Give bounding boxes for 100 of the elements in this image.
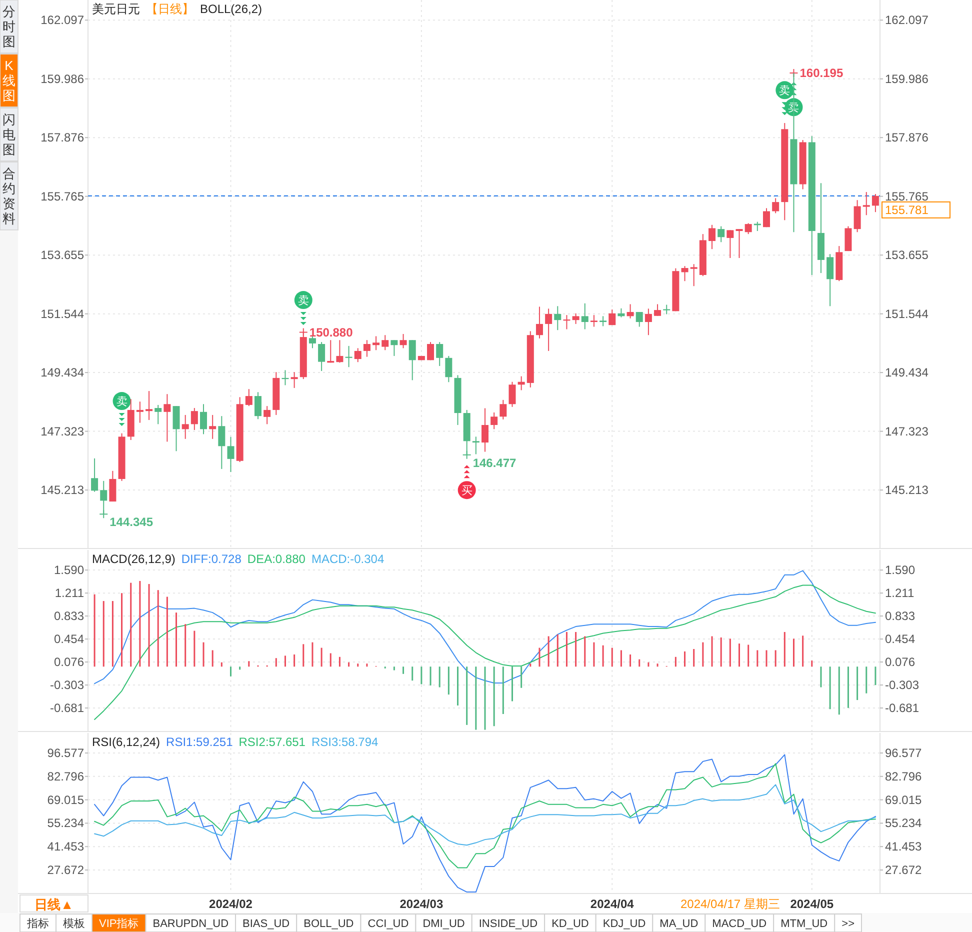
chart-subtitle: 【日线】 [146,2,194,16]
x-tick-label: 2024/05 [790,897,834,911]
candlestick [482,408,488,452]
y-tick-label: 82.796 [47,769,84,784]
x-tick-label: 2024/04 [590,897,634,911]
y2-tick-label: 149.434 [885,366,929,380]
candlestick [245,388,252,407]
y2-tick-label: 41.453 [885,840,922,854]
y-tick-label: -0.681 [50,700,84,715]
candlestick [663,304,670,315]
y-tick-label: 155.765 [40,189,84,204]
y-tick-label: 1.590 [54,563,84,578]
candlestick [282,370,289,386]
candlestick [500,399,507,420]
candlestick [408,340,416,381]
line-series [94,763,876,868]
candlestick [308,336,316,349]
candlestick [164,394,171,442]
line-series [94,784,876,846]
chart-title: 美元日元 [92,2,140,16]
candlestick [762,208,770,228]
text: RSI3:58.794 [311,735,379,749]
candlestick [636,311,643,328]
text: DEA:0.880 [247,552,306,566]
y-tick-label: 149.434 [40,366,84,380]
candlestick [318,342,326,372]
y-tick-label: 27.672 [47,863,84,878]
y2-tick-label: 69.015 [885,792,922,807]
y2-tick-label: 147.323 [885,424,929,438]
data-label: 卖 [298,294,309,308]
y2-tick-label: 0.076 [885,655,916,669]
candlestick [600,316,607,327]
candlestick [172,406,180,452]
line-series [94,754,876,893]
x-tick-label: 2024/02 [209,897,253,911]
picture-period-button: 日线▲ [20,894,88,912]
picture-sidebar-tab: 分时图 [0,0,18,54]
y2-tick-label: 27.672 [885,863,922,878]
candlestick [354,348,362,363]
y2-tick-label: 0.454 [885,632,916,646]
y2-tick-label: 1.590 [885,563,916,578]
candlestick [518,376,525,391]
line-series [94,570,876,684]
candlestick [854,200,861,233]
data-label: 卖 [779,84,790,98]
annotation: MACD:-0.304 [311,552,384,566]
candlestick [472,436,480,455]
y2-tick-label: 151.544 [885,306,929,321]
candlestick [345,345,352,368]
candlestick [209,414,216,440]
annotation: BOLL(26,2) [200,2,262,16]
candlestick [264,406,271,425]
y2-tick-label: 1.211 [885,586,914,600]
picture-toolbar-tab: CCI_UD [360,914,416,932]
candlestick [708,224,716,250]
chart-title: MACD(26,12,9) [92,552,176,566]
text: 2024/04/17 星期三 [680,897,780,911]
y2-tick-label: 159.986 [885,72,929,86]
y-tick-label: -0.303 [50,678,84,692]
data-label: 买 [461,485,472,498]
y-tick-label: 153.655 [40,248,84,262]
ref-line-label: 155.781 [885,202,929,217]
candlestick [872,193,879,213]
candlestick [200,404,208,435]
candlestick [136,401,144,424]
candlestick [146,390,153,420]
picture-toolbar-tab: >> [834,914,862,932]
candlestick [445,355,452,383]
candlestick [372,336,380,351]
candlestick [254,392,262,420]
y-tick-label: 41.453 [47,840,84,854]
y2-tick-label: 145.213 [885,483,929,498]
candlestick [718,226,725,243]
data-label: 146.477 [472,456,517,470]
candlestick [563,314,570,330]
picture-toolbar-tab: BIAS_UD [235,914,298,932]
candlestick [844,226,852,252]
candlestick [109,470,116,502]
data-label: 卖 [116,395,128,408]
y2-tick-label: -0.681 [885,700,920,715]
y-tick-label: 0.833 [54,609,84,624]
y2-tick-label: -0.303 [885,678,920,692]
candlestick [336,340,344,364]
y-tick-label: 157.876 [40,130,84,145]
candlestick [726,230,734,258]
candlestick [427,342,434,361]
candlestick [826,254,834,307]
candlestick [363,340,370,358]
y-tick-label: 1.211 [54,586,84,600]
data-label: 160.195 [800,66,844,80]
picture-sidebar-tab: K线图 [0,54,18,108]
chart-title: RSI(6,12,24) [92,735,160,749]
candlestick [382,334,389,351]
picture-toolbar-tab: MA_UD [652,914,706,932]
candlestick [690,264,698,287]
candlestick [154,404,162,425]
candlestick [572,312,580,324]
candlestick [290,372,298,388]
line-series [94,584,876,720]
y2-tick-label: 157.876 [885,130,929,145]
